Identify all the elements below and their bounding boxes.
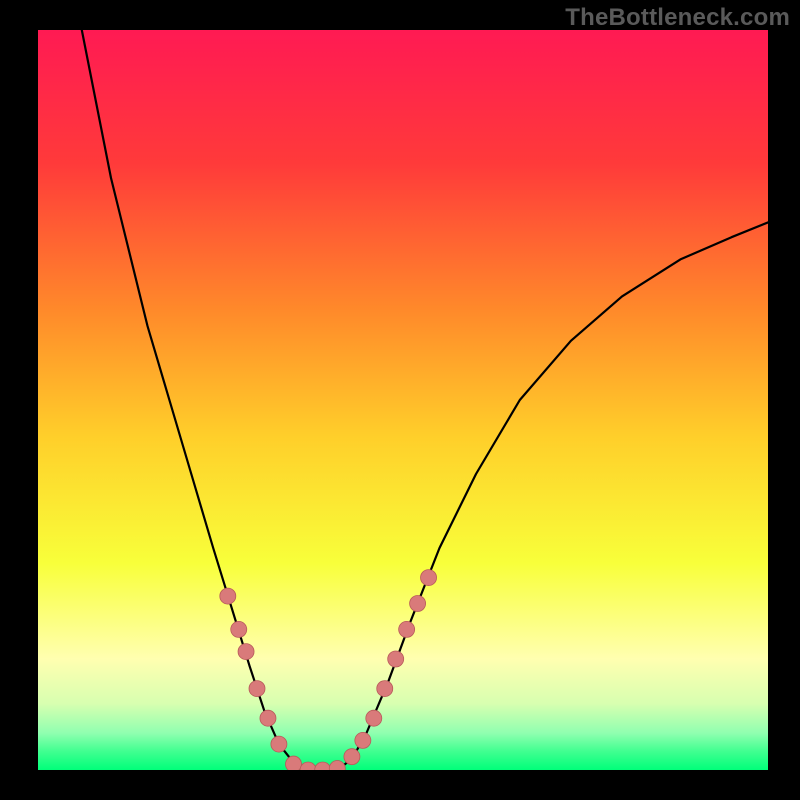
data-marker (249, 681, 265, 697)
data-marker (286, 756, 302, 770)
plot-svg (38, 30, 768, 770)
data-marker (399, 621, 415, 637)
data-marker (260, 710, 276, 726)
data-marker (355, 732, 371, 748)
watermark-text: TheBottleneck.com (565, 4, 790, 32)
data-marker (220, 588, 236, 604)
data-marker (388, 651, 404, 667)
data-marker (344, 749, 360, 765)
data-marker (271, 736, 287, 752)
data-marker (231, 621, 247, 637)
chart-canvas: TheBottleneck.com (0, 0, 800, 800)
data-marker (238, 644, 254, 660)
data-marker (421, 570, 437, 586)
data-marker (377, 681, 393, 697)
plot-area (38, 30, 768, 770)
data-marker (410, 596, 426, 612)
data-marker (366, 710, 382, 726)
